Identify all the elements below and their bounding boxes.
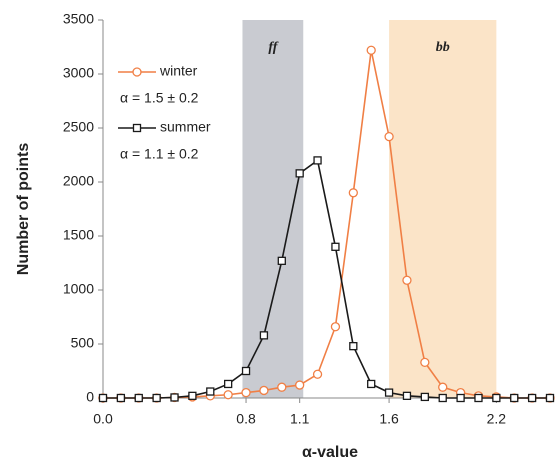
data-point: [474, 393, 483, 403]
data-point: [420, 392, 429, 402]
y-tick-label: 3500: [63, 11, 94, 27]
data-point: [170, 393, 179, 402]
band: [242, 20, 304, 398]
data-point: [241, 366, 251, 376]
data-point: [402, 391, 412, 400]
legend-marker: [132, 123, 142, 133]
y-tick-label: 500: [71, 335, 95, 351]
data-point: [224, 379, 233, 389]
x-tick-label: 0.0: [93, 411, 113, 427]
y-axis-label: Number of points: [15, 143, 32, 276]
data-point: [384, 131, 394, 142]
data-point: [134, 393, 143, 403]
data-point: [492, 393, 501, 403]
data-point: [527, 393, 537, 403]
x-tick-label: 1.6: [379, 411, 399, 427]
data-point: [349, 342, 358, 351]
data-point: [510, 393, 519, 403]
data-point: [152, 393, 161, 403]
x-tick-label: 1.1: [290, 411, 310, 427]
y-tick-label: 0: [86, 389, 94, 405]
legend-label: summer: [160, 119, 211, 135]
data-point: [366, 45, 376, 55]
data-point: [420, 357, 430, 368]
data-point: [438, 393, 447, 403]
legend-note: α = 1.5 ± 0.2: [120, 90, 199, 106]
x-tick-label: 0.8: [236, 411, 256, 427]
data-point: [206, 387, 215, 396]
data-point: [384, 388, 394, 397]
y-tick-label: 2000: [63, 173, 94, 189]
data-point: [223, 390, 233, 400]
data-point: [277, 382, 287, 392]
data-point: [545, 393, 555, 403]
band-label: bb: [436, 40, 450, 55]
legend-note: α = 1.1 ± 0.2: [120, 146, 199, 162]
data-point: [330, 322, 341, 332]
y-tick-label: 2500: [63, 119, 94, 135]
y-tick-label: 3000: [63, 65, 94, 81]
data-point: [98, 393, 108, 403]
data-point: [188, 391, 197, 400]
band: [389, 20, 497, 398]
data-point: [456, 393, 465, 403]
y-tick-label: 1000: [63, 281, 94, 297]
data-point: [259, 331, 269, 340]
data-point: [295, 380, 305, 390]
legend-label: winter: [159, 63, 198, 79]
data-point: [348, 188, 358, 198]
data-point: [438, 382, 448, 392]
legend-marker: [132, 67, 142, 77]
data-point: [259, 385, 269, 396]
data-point: [116, 393, 126, 403]
data-point: [402, 275, 412, 285]
band-label: ff: [268, 40, 278, 55]
data-point: [312, 369, 323, 379]
x-axis-label: α-value: [302, 444, 358, 461]
data-point: [277, 256, 286, 265]
x-tick-label: 2.2: [487, 411, 507, 427]
data-point: [367, 379, 376, 389]
data-point: [313, 156, 322, 165]
data-point: [295, 169, 304, 178]
data-point: [331, 242, 340, 251]
data-point: [241, 387, 251, 398]
y-tick-label: 1500: [63, 227, 94, 243]
